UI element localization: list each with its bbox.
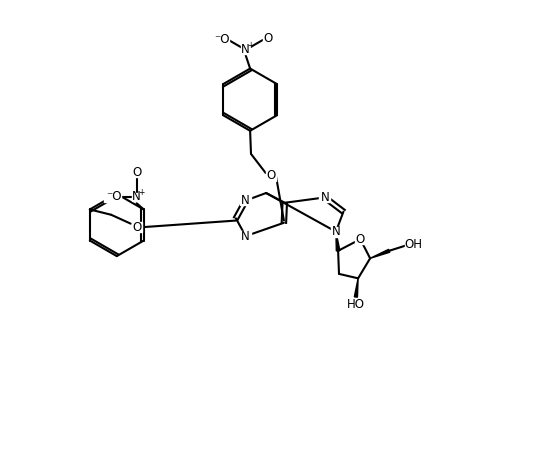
Text: ⁻O: ⁻O (106, 190, 122, 203)
Bar (241, 45, 250, 54)
Bar (319, 193, 330, 202)
Bar (266, 171, 276, 180)
Text: HO: HO (347, 298, 365, 311)
Text: O: O (132, 166, 141, 179)
Polygon shape (336, 232, 340, 251)
Bar (132, 222, 142, 232)
Text: OH: OH (404, 238, 422, 251)
Text: +: + (138, 188, 144, 197)
Text: +: + (247, 41, 253, 50)
Bar (213, 34, 229, 44)
Text: O: O (263, 32, 272, 45)
Text: N: N (132, 190, 141, 203)
Text: O: O (266, 169, 276, 182)
Bar (240, 196, 251, 206)
Text: N: N (320, 191, 329, 204)
Text: O: O (356, 233, 365, 246)
Polygon shape (370, 249, 390, 258)
Bar (240, 231, 251, 241)
Text: N: N (241, 230, 250, 243)
Polygon shape (355, 279, 358, 297)
Text: O: O (132, 220, 142, 234)
Bar (348, 300, 364, 310)
Bar (331, 227, 341, 237)
Text: N: N (241, 194, 250, 207)
Text: N: N (332, 225, 340, 238)
Bar (132, 167, 142, 177)
Bar (132, 193, 141, 202)
Bar (405, 240, 422, 249)
Bar (356, 234, 365, 244)
Bar (104, 192, 121, 202)
Text: N: N (241, 43, 250, 56)
Text: ⁻O: ⁻O (214, 33, 230, 46)
Bar (263, 33, 273, 43)
